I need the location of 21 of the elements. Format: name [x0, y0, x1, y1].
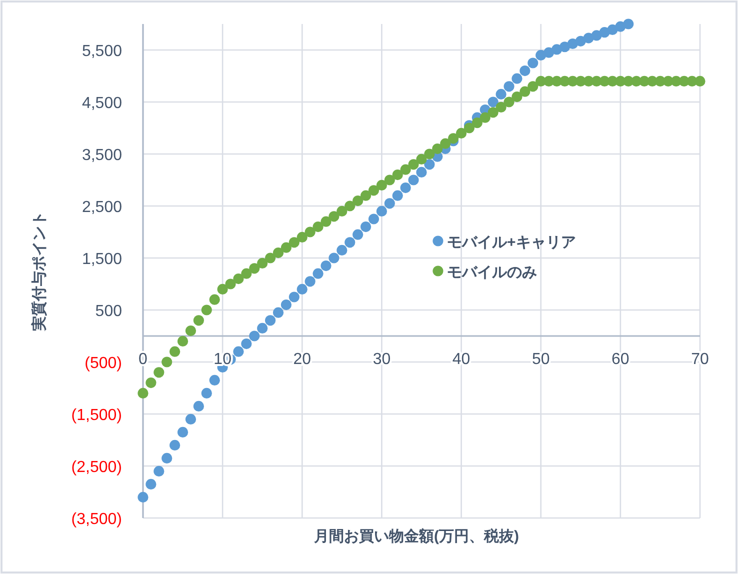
x-tick-label: 60	[612, 351, 630, 368]
y-tick-label: (1,500)	[71, 407, 122, 424]
y-tick-label: 3,500	[82, 147, 122, 164]
x-tick-label: 40	[452, 351, 470, 368]
y-tick-label: (3,500)	[71, 511, 122, 528]
y-tick-label: 1,500	[82, 251, 122, 268]
legend-label: モバイルのみ	[447, 264, 537, 281]
x-tick-label: 0	[138, 351, 148, 368]
x-tick-label: 70	[691, 351, 709, 368]
legend-label: モバイル+キャリア	[447, 234, 576, 251]
y-tick-label: 2,500	[82, 199, 122, 216]
y-axis-title: 実質付与ポイント	[30, 211, 48, 332]
x-tick-label: 20	[293, 351, 312, 368]
y-tick-label: 5,500	[82, 43, 122, 60]
x-axis-title: 月間お買い物金額(万円、税抜)	[313, 528, 519, 545]
x-tick-label: 30	[372, 351, 391, 368]
y-tick-label: 4,500	[82, 95, 122, 112]
y-tick-label: (500)	[84, 355, 122, 372]
y-tick-label: 500	[95, 303, 122, 320]
y-tick-label: (2,500)	[71, 459, 122, 476]
x-tick-label: 50	[532, 351, 550, 368]
